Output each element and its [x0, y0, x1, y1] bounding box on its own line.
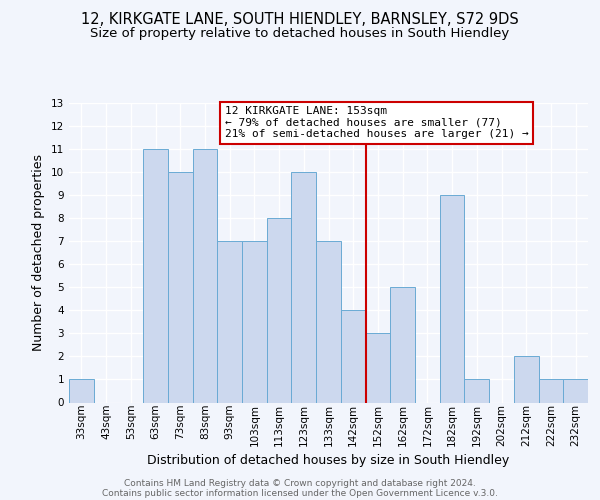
- Bar: [217, 241, 242, 402]
- Bar: [292, 172, 316, 402]
- Bar: [242, 241, 267, 402]
- Bar: [440, 195, 464, 402]
- Bar: [365, 334, 390, 402]
- Y-axis label: Number of detached properties: Number of detached properties: [32, 154, 46, 351]
- Text: Size of property relative to detached houses in South Hiendley: Size of property relative to detached ho…: [91, 28, 509, 40]
- Text: 12 KIRKGATE LANE: 153sqm
← 79% of detached houses are smaller (77)
21% of semi-d: 12 KIRKGATE LANE: 153sqm ← 79% of detach…: [224, 106, 529, 139]
- Text: 12, KIRKGATE LANE, SOUTH HIENDLEY, BARNSLEY, S72 9DS: 12, KIRKGATE LANE, SOUTH HIENDLEY, BARNS…: [81, 12, 519, 28]
- Bar: [168, 172, 193, 402]
- Bar: [464, 380, 489, 402]
- Text: Contains public sector information licensed under the Open Government Licence v.: Contains public sector information licen…: [102, 488, 498, 498]
- Bar: [539, 380, 563, 402]
- Bar: [341, 310, 365, 402]
- Bar: [390, 287, 415, 403]
- X-axis label: Distribution of detached houses by size in South Hiendley: Distribution of detached houses by size …: [148, 454, 509, 468]
- Bar: [514, 356, 539, 403]
- Text: Contains HM Land Registry data © Crown copyright and database right 2024.: Contains HM Land Registry data © Crown c…: [124, 478, 476, 488]
- Bar: [143, 148, 168, 402]
- Bar: [69, 380, 94, 402]
- Bar: [316, 241, 341, 402]
- Bar: [193, 148, 217, 402]
- Bar: [563, 380, 588, 402]
- Bar: [267, 218, 292, 402]
